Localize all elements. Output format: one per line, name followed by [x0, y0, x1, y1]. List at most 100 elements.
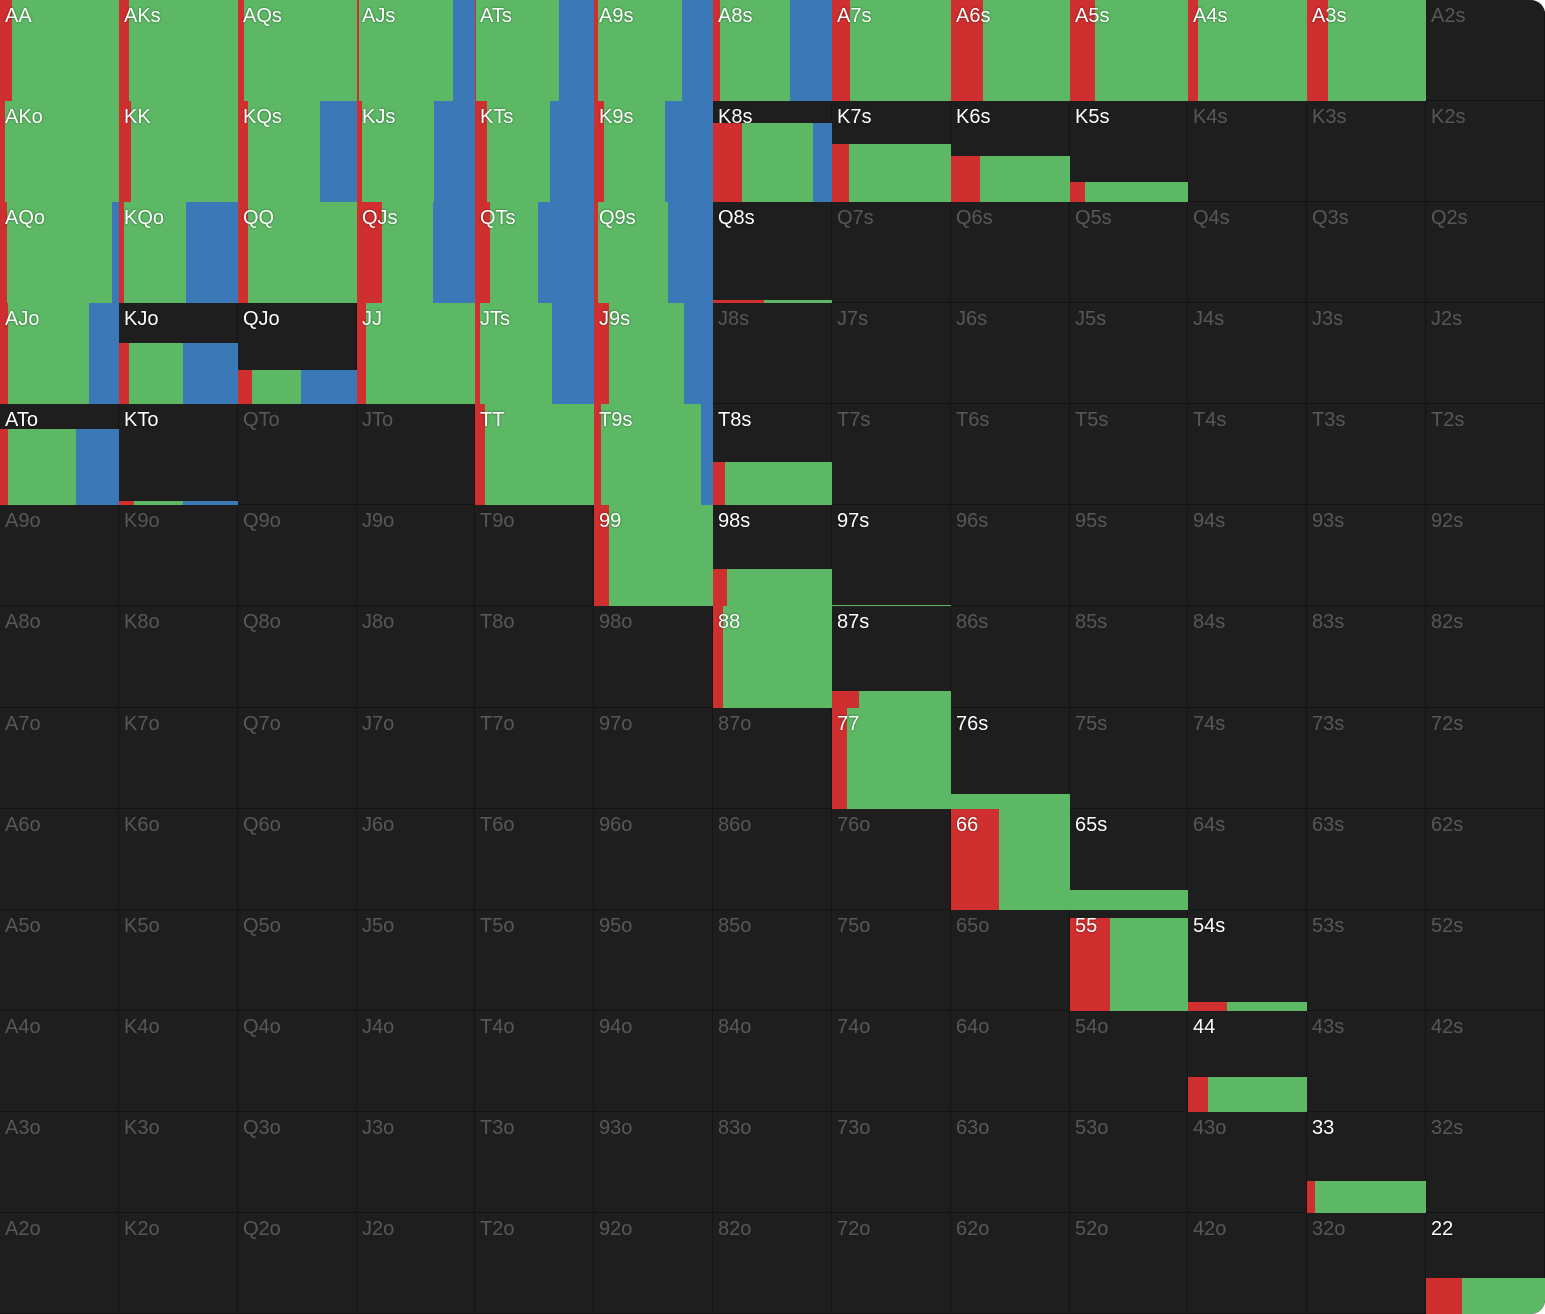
- hand-cell: Q6o: [238, 809, 357, 910]
- hand-label: 52o: [1075, 1218, 1109, 1240]
- hand-cell: 85s: [1070, 606, 1188, 708]
- action-bar: [713, 123, 742, 202]
- hand-label: Q2s: [1431, 207, 1468, 229]
- hand-cell: 54o: [1070, 1011, 1188, 1112]
- action-bar: [1070, 0, 1095, 101]
- hand-cell: KJs: [357, 101, 475, 202]
- action-bar: [134, 500, 184, 505]
- hand-label: 76o: [837, 814, 871, 836]
- hand-label: Q6s: [956, 207, 993, 229]
- hand-cell: 62s: [1426, 809, 1545, 910]
- action-bar: [727, 568, 832, 606]
- action-bar: [475, 404, 485, 505]
- action-bar: [357, 0, 360, 101]
- action-bar: [713, 299, 765, 303]
- hand-cell: A7o: [0, 708, 119, 809]
- action-bar: [979, 155, 1070, 202]
- hand-label: J2s: [1431, 308, 1463, 330]
- hand-label: T4s: [1193, 409, 1227, 431]
- hand-cell: JTs: [475, 303, 594, 404]
- action-bar: [859, 690, 951, 708]
- hand-cell: Q4o: [238, 1011, 357, 1112]
- hand-cell: K3s: [1307, 101, 1426, 202]
- hand-label: 53o: [1075, 1117, 1109, 1139]
- hand-cell: Q2s: [1426, 202, 1545, 303]
- hand-cell: T8s: [713, 404, 832, 505]
- hand-label: AKo: [5, 106, 43, 128]
- hand-cell: 92s: [1426, 505, 1545, 606]
- hand-cell: 72s: [1426, 708, 1545, 809]
- hand-label: 92s: [1431, 510, 1464, 532]
- hand-label: T2s: [1431, 409, 1465, 431]
- action-bar: [832, 690, 860, 708]
- hand-label: J3s: [1312, 308, 1344, 330]
- action-bar: [111, 202, 119, 303]
- hand-label: T7o: [480, 713, 515, 735]
- action-bar: [4, 101, 119, 202]
- hand-label: 64o: [956, 1016, 990, 1038]
- hand-label: J9o: [362, 510, 395, 532]
- hand-label: K8o: [124, 611, 160, 633]
- hand-label: ATs: [480, 5, 512, 27]
- hand-label: 52s: [1431, 915, 1464, 937]
- action-bar: [238, 101, 248, 202]
- hand-cell: 76s: [951, 708, 1070, 809]
- action-bar: [713, 461, 725, 505]
- hand-cell: 93o: [594, 1112, 713, 1213]
- hand-label: T4o: [480, 1016, 515, 1038]
- action-bar: [247, 101, 321, 202]
- hand-cell: Q5o: [238, 910, 357, 1011]
- action-bar: [123, 202, 186, 303]
- hand-cell: KQo: [119, 202, 238, 303]
- hand-cell: JJ: [357, 303, 475, 404]
- hand-cell: 75s: [1070, 708, 1188, 809]
- hand-label: 65o: [956, 915, 990, 937]
- hand-cell: J2o: [357, 1213, 475, 1314]
- hand-cell: 54s: [1188, 910, 1307, 1011]
- action-bar: [832, 605, 951, 606]
- hand-label: K9s: [599, 106, 634, 128]
- action-bar: [741, 123, 813, 202]
- hand-cell: T2o: [475, 1213, 594, 1314]
- hand-label: JTs: [480, 308, 510, 330]
- hand-label: Q8s: [718, 207, 755, 229]
- hand-cell: 43s: [1307, 1011, 1426, 1112]
- hand-cell: T6o: [475, 809, 594, 910]
- hand-label: 73s: [1312, 713, 1345, 735]
- hand-cell: Q9o: [238, 505, 357, 606]
- hand-cell: QJs: [357, 202, 475, 303]
- hand-label: 42s: [1431, 1016, 1464, 1038]
- hand-cell: 86s: [951, 606, 1070, 708]
- hand-label: Q4s: [1193, 207, 1230, 229]
- hand-label: K4s: [1193, 106, 1228, 128]
- action-bar: [1070, 181, 1086, 202]
- action-bar: [320, 101, 357, 202]
- hand-cell: 63o: [951, 1112, 1070, 1213]
- hand-cell: 82s: [1426, 606, 1545, 708]
- hand-label: 85o: [718, 915, 752, 937]
- hand-label: T2o: [480, 1218, 515, 1240]
- hand-cell: A4o: [0, 1011, 119, 1112]
- action-bar: [486, 101, 550, 202]
- hand-cell: T9o: [475, 505, 594, 606]
- hand-label: A8o: [5, 611, 41, 633]
- hand-cell: Q4s: [1188, 202, 1307, 303]
- hand-label: AJs: [362, 5, 396, 27]
- hand-cell: J5s: [1070, 303, 1188, 404]
- hand-cell: AA: [0, 0, 119, 101]
- hand-label: 65s: [1075, 814, 1108, 836]
- hand-cell: T3o: [475, 1112, 594, 1213]
- hand-label: T9s: [599, 409, 633, 431]
- hand-label: 98s: [718, 510, 751, 532]
- hand-label: 32o: [1312, 1218, 1346, 1240]
- action-bar: [484, 404, 594, 505]
- hand-label: TT: [480, 409, 505, 431]
- hand-label: J8s: [718, 308, 750, 330]
- hand-label: 96s: [956, 510, 989, 532]
- hand-label: J4s: [1193, 308, 1225, 330]
- hand-label: QTs: [480, 207, 516, 229]
- hand-label: 72o: [837, 1218, 871, 1240]
- action-bar: [357, 303, 367, 404]
- hand-cell: T9s: [594, 404, 713, 505]
- hand-label: 95o: [599, 915, 633, 937]
